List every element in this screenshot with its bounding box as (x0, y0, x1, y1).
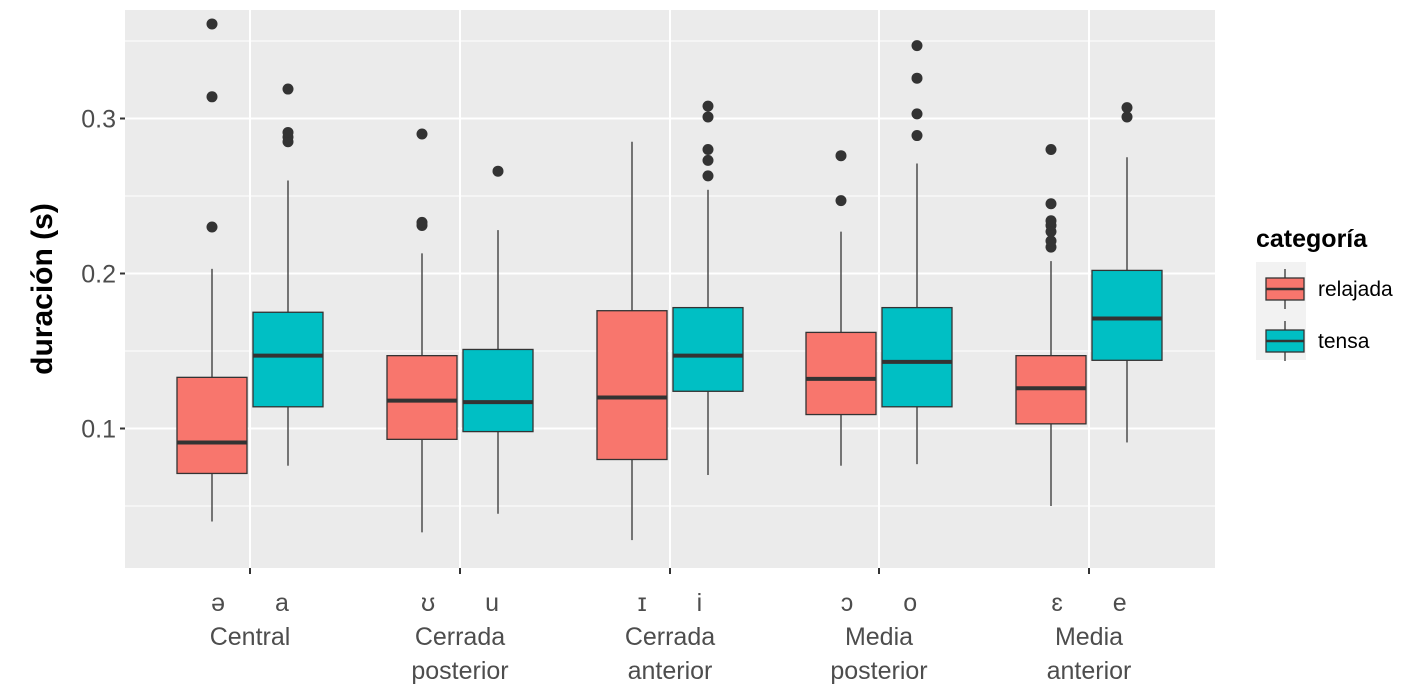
box-tensa (462, 165, 534, 514)
outlier-point (1045, 215, 1057, 227)
x-tick-label-category: anterior (1047, 657, 1132, 685)
x-tick-label-vowels: ɪ i (638, 589, 702, 617)
box-tensa (672, 100, 744, 475)
legend-title: categoría (1256, 225, 1368, 253)
legend-label: relajada (1318, 278, 1393, 301)
grid-major (125, 10, 1215, 568)
x-tick-label-category: Media (1055, 623, 1123, 651)
box-relajada (596, 141, 668, 541)
box-body (386, 354, 458, 440)
x-axis: ə a Central ʊ u Cerrada posterior ɪ i Cerrada a… (210, 568, 1132, 685)
y-tick-label: 0.2 (81, 261, 116, 289)
outlier-point (911, 130, 923, 142)
x-tick-label-vowels: ɔ o (841, 589, 917, 617)
box-relajada (805, 150, 877, 466)
outlier-point (702, 170, 714, 182)
legend-key-relajada: relajada (1265, 269, 1393, 309)
outlier-point (1121, 111, 1133, 123)
x-tick-label-category: Cerrada (625, 623, 715, 651)
box-relajada (176, 18, 248, 522)
y-axis-title: duración (s) (26, 203, 59, 375)
outlier-point (206, 18, 218, 30)
outlier-point (416, 128, 428, 140)
x-tick-label-category: posterior (830, 657, 927, 685)
outlier-point (911, 72, 923, 84)
box-body (1091, 269, 1163, 361)
x-tick-label-category: Cerrada (415, 623, 505, 651)
x-tick-label-category: Media (845, 623, 913, 651)
box-relajada (386, 128, 458, 533)
outlier-point (1045, 198, 1057, 210)
x-tick-label-vowels: ɛ e (1051, 589, 1126, 617)
outlier-point (282, 83, 294, 95)
y-axis: 0.1 0.2 0.3 (81, 106, 125, 444)
outlier-point (911, 40, 923, 52)
legend-label: tensa (1318, 330, 1370, 353)
outlier-point (702, 154, 714, 166)
box-body (672, 306, 744, 392)
box-body (252, 311, 324, 408)
outlier-point (1045, 144, 1057, 155)
outlier-point (911, 108, 923, 120)
box-layer (176, 18, 1163, 541)
box-relajada (1015, 144, 1087, 506)
x-tick-label-category: Central (210, 623, 291, 651)
x-tick-label-vowels: ʊ u (421, 589, 499, 617)
outlier-point (282, 126, 294, 138)
y-tick-label: 0.3 (81, 106, 116, 134)
legend-key-tensa: tensa (1265, 321, 1370, 361)
x-tick-label-category: anterior (628, 657, 713, 685)
outlier-point (835, 150, 847, 162)
x-tick-label-category: posterior (411, 657, 508, 685)
box-body (881, 306, 953, 408)
box-body (805, 331, 877, 416)
box-tensa (881, 40, 953, 465)
box-body (596, 310, 668, 461)
box-tensa (252, 83, 324, 466)
outlier-point (702, 111, 714, 123)
x-tick-label-vowels: ə a (211, 589, 289, 617)
outlier-point (1121, 102, 1133, 114)
outlier-point (1045, 235, 1057, 247)
outlier-point (206, 221, 218, 233)
y-tick-label: 0.1 (81, 416, 116, 444)
box-tensa (1091, 102, 1163, 443)
legend: categoría relajada tensa (1256, 225, 1393, 361)
outlier-point (206, 91, 218, 103)
box-body (462, 348, 534, 433)
outlier-point (702, 100, 714, 112)
outlier-point (702, 144, 714, 155)
outlier-point (492, 165, 504, 177)
outlier-point (835, 195, 847, 207)
outlier-point (416, 216, 428, 228)
legend-keys: relajada tensa (1265, 269, 1393, 361)
box-body (176, 376, 248, 475)
